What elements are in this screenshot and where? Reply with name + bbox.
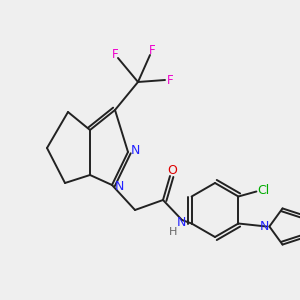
Text: Cl: Cl bbox=[257, 184, 269, 197]
Text: N: N bbox=[260, 220, 269, 233]
Text: H: H bbox=[169, 227, 177, 237]
Text: N: N bbox=[114, 181, 124, 194]
Text: F: F bbox=[167, 74, 173, 88]
Text: F: F bbox=[149, 44, 155, 58]
Text: O: O bbox=[167, 164, 177, 178]
Text: N: N bbox=[176, 217, 186, 230]
Text: N: N bbox=[130, 143, 140, 157]
Text: F: F bbox=[112, 47, 118, 61]
